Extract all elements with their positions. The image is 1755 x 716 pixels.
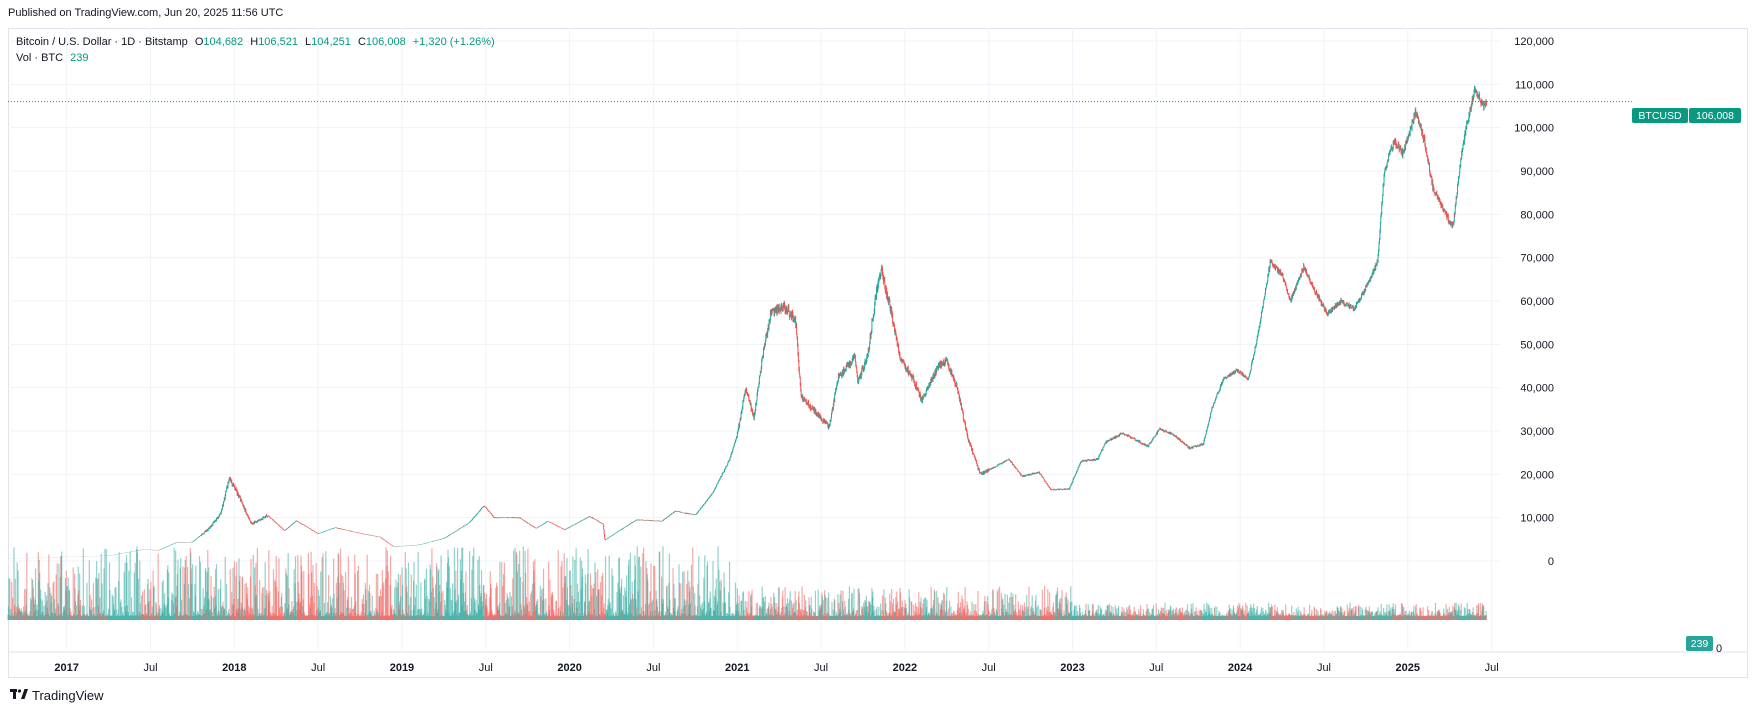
chart-frame[interactable]	[8, 28, 1748, 678]
price-candles	[7, 85, 1487, 559]
grid	[8, 28, 1748, 653]
published-caption: Published on TradingView.com, Jun 20, 20…	[8, 7, 284, 19]
volume-bars	[7, 546, 1488, 620]
